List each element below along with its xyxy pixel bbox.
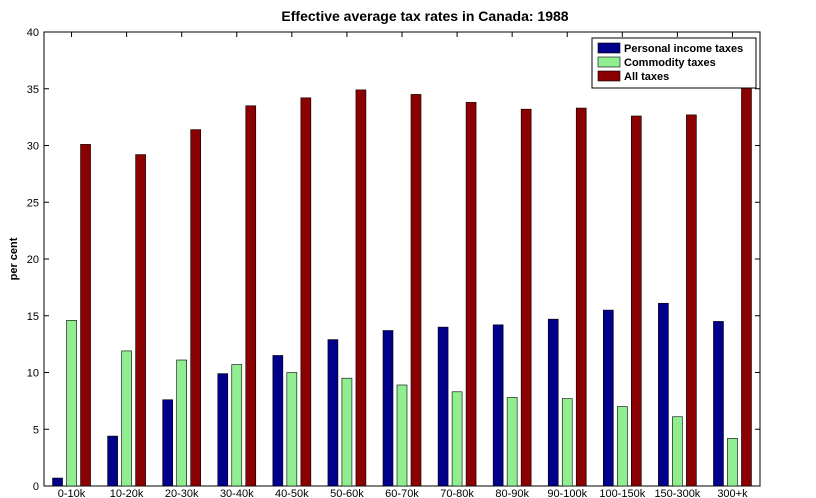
- bar-commodity-taxes: [451, 391, 463, 487]
- bar-all-taxes: [410, 94, 422, 487]
- bar-commodity-taxes: [617, 406, 628, 487]
- legend: Personal income taxes Commodity taxes All …: [591, 37, 757, 89]
- bar-personal-income-taxes: [217, 373, 229, 487]
- bar-personal-income-taxes: [327, 339, 339, 487]
- legend-swatch: [597, 56, 621, 68]
- y-tick-label: 5: [33, 424, 39, 436]
- x-tick-label: 90-100k: [547, 488, 587, 498]
- bar-commodity-taxes: [286, 372, 298, 487]
- bar-personal-income-taxes: [603, 309, 614, 487]
- bar-commodity-taxes: [506, 397, 518, 487]
- bar-commodity-taxes: [396, 384, 408, 487]
- bar-personal-income-taxes: [713, 321, 724, 487]
- x-tick-label: 30-40k: [220, 488, 254, 498]
- bar-all-taxes: [355, 89, 367, 487]
- bar-all-taxes: [686, 114, 697, 487]
- bar-commodity-taxes: [66, 319, 77, 487]
- bar-commodity-taxes: [176, 359, 187, 487]
- bar-all-taxes: [190, 129, 201, 487]
- bar-commodity-taxes: [121, 350, 132, 487]
- bar-commodity-taxes: [672, 416, 683, 487]
- legend-swatch: [597, 42, 621, 54]
- y-tick-label: 40: [27, 27, 39, 39]
- chart-title: Effective average tax rates in Canada: 1…: [281, 8, 568, 24]
- bar-all-taxes: [575, 107, 587, 487]
- legend-entry: Personal income taxes: [624, 43, 743, 55]
- y-tick-label: 30: [27, 141, 39, 153]
- x-tick-label: 100-150k: [599, 488, 645, 498]
- bar-all-taxes: [741, 85, 752, 487]
- bar-commodity-taxes: [341, 377, 353, 487]
- y-axis-label: per cent: [8, 237, 20, 280]
- bar-all-taxes: [80, 144, 91, 487]
- bar-commodity-taxes: [231, 364, 243, 487]
- bar-personal-income-taxes: [437, 326, 449, 487]
- bar-personal-income-taxes: [107, 435, 118, 487]
- bar-all-taxes: [245, 105, 257, 487]
- bar-personal-income-taxes: [658, 302, 669, 487]
- x-tick-label: 50-60k: [330, 488, 364, 498]
- bar-all-taxes: [520, 108, 532, 487]
- bar-all-taxes: [135, 154, 146, 487]
- x-tick-label: 60-70k: [385, 488, 419, 498]
- legend-entry: Commodity taxes: [624, 57, 716, 69]
- bar-commodity-taxes: [727, 438, 738, 487]
- legend-entry: All taxes: [624, 71, 669, 83]
- x-tick-label: 70-80k: [440, 488, 474, 498]
- x-tick-label: 300+k: [717, 488, 748, 498]
- y-tick-label: 35: [27, 84, 39, 96]
- y-tick-label: 0: [33, 481, 39, 493]
- bar-all-taxes: [465, 102, 477, 487]
- x-tick-label: 0-10k: [58, 488, 86, 498]
- x-tick-label: 80-90k: [495, 488, 529, 498]
- x-tick-label: 40-50k: [275, 488, 309, 498]
- x-tick-label: 20-30k: [165, 488, 199, 498]
- y-tick-label: 15: [27, 311, 39, 323]
- x-tick-label: 150-300k: [654, 488, 700, 498]
- bar-all-taxes: [631, 115, 642, 487]
- bar-personal-income-taxes: [162, 399, 173, 487]
- y-tick-label: 10: [27, 368, 39, 380]
- bar-personal-income-taxes: [547, 318, 559, 487]
- y-tick-label: 25: [27, 197, 39, 209]
- bar-commodity-taxes: [561, 398, 573, 487]
- bar-all-taxes: [300, 97, 312, 487]
- x-tick-label: 10-20k: [110, 488, 144, 498]
- bar-personal-income-taxes: [272, 355, 284, 487]
- bar-personal-income-taxes: [382, 330, 394, 487]
- y-tick-label: 20: [27, 254, 39, 266]
- plot-area: 0 5 10 15 20 25 30 35 40 0-10k 10-20k 20-30k 30-40k 4…: [27, 27, 761, 498]
- bar-personal-income-taxes: [492, 324, 504, 487]
- legend-swatch: [597, 70, 621, 82]
- bar-personal-income-taxes: [52, 477, 63, 487]
